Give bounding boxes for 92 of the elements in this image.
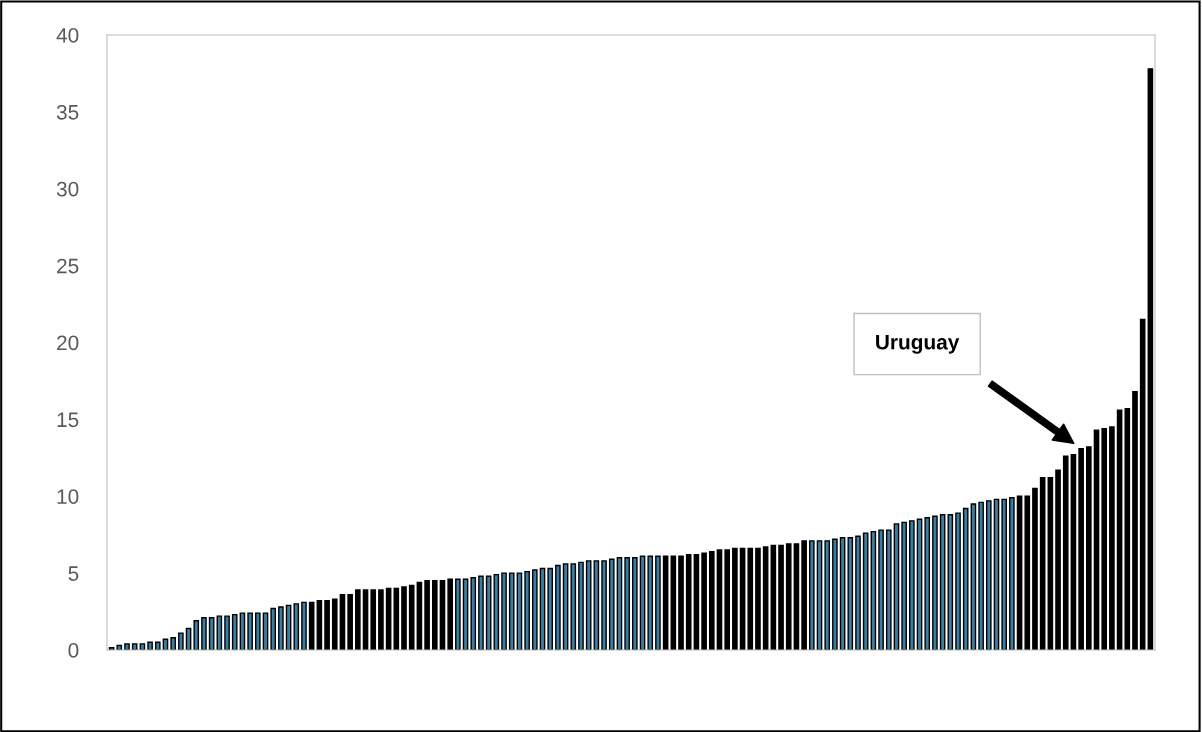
bar: [1001, 498, 1007, 650]
bar: [932, 515, 938, 650]
bar: [578, 561, 584, 650]
bar: [478, 575, 484, 650]
y-tick-label: 35: [56, 104, 79, 120]
bar: [924, 517, 931, 650]
bar: [1055, 469, 1061, 650]
bar: [732, 547, 738, 650]
bar: [408, 584, 415, 650]
bar: [632, 557, 638, 650]
bar: [231, 613, 238, 650]
bar: [193, 620, 200, 650]
y-tick-label: 30: [56, 181, 79, 197]
bar: [547, 567, 554, 650]
bar: [978, 501, 984, 650]
bar: [170, 637, 176, 650]
bar: [701, 552, 707, 650]
bar: [785, 543, 792, 650]
y-tick-label: 15: [57, 412, 79, 428]
bar: [1024, 495, 1031, 650]
bar: [1009, 497, 1015, 650]
bar: [270, 607, 277, 650]
bar: [1086, 446, 1092, 650]
bar: [1124, 407, 1131, 650]
bar: [909, 520, 915, 650]
bar: [470, 577, 477, 650]
bar: [601, 560, 607, 650]
bar: [985, 500, 992, 650]
bar: [147, 641, 153, 650]
bar: [885, 529, 892, 650]
bar: [370, 589, 377, 650]
bar: [347, 593, 353, 650]
bar: [824, 540, 831, 650]
bar: [778, 544, 784, 650]
bar: [401, 586, 407, 650]
bar: [708, 550, 715, 650]
bar: [1032, 487, 1038, 650]
bar: [355, 589, 361, 650]
bar: [724, 549, 730, 650]
bar: [1062, 455, 1069, 650]
bar: [955, 512, 961, 650]
bar: [201, 617, 207, 650]
bar: [508, 572, 515, 650]
bar: [1109, 426, 1115, 650]
bar: [801, 540, 807, 650]
bar: [962, 507, 969, 650]
y-tick-label: 25: [57, 258, 79, 274]
bar: [131, 643, 138, 650]
bar: [678, 555, 684, 650]
bar: [124, 643, 130, 650]
bar: [1101, 427, 1108, 650]
annotation: Uruguay: [876, 335, 960, 354]
bar: [1132, 391, 1138, 650]
bar: [655, 555, 661, 650]
bar: [178, 632, 184, 650]
bar: [324, 600, 330, 650]
y-tick-label: 5: [68, 566, 79, 581]
bar: [247, 612, 253, 650]
bar: [301, 601, 307, 650]
bar: [570, 563, 577, 650]
bar: [154, 641, 161, 650]
bar: [424, 580, 430, 650]
bar: [1078, 447, 1084, 650]
bar: [555, 564, 561, 650]
bar: [255, 612, 261, 650]
y-tick-label: 0: [68, 643, 79, 658]
bar: [747, 547, 754, 650]
bar: [878, 529, 884, 650]
bar: [847, 537, 854, 650]
bar: [855, 535, 861, 650]
y-tick-label: 40: [56, 28, 79, 43]
bar: [809, 540, 815, 650]
y-tick-label: 10: [57, 489, 79, 504]
bar: [624, 557, 630, 650]
y-tick-label: 20: [57, 335, 79, 351]
bar: [501, 572, 507, 650]
bar: [608, 558, 615, 650]
bar: [378, 589, 384, 650]
bar: [685, 553, 692, 650]
bar: [755, 547, 761, 650]
bar: [532, 569, 538, 650]
bar: [431, 580, 438, 650]
bar: [901, 521, 907, 650]
bar: [832, 538, 838, 650]
bar: [278, 606, 284, 650]
bar: [293, 603, 300, 650]
bar: [455, 578, 461, 650]
bar: [524, 570, 530, 650]
bar: [331, 598, 338, 650]
bar: [224, 615, 230, 650]
bar: [647, 555, 654, 650]
bar: [447, 578, 453, 650]
